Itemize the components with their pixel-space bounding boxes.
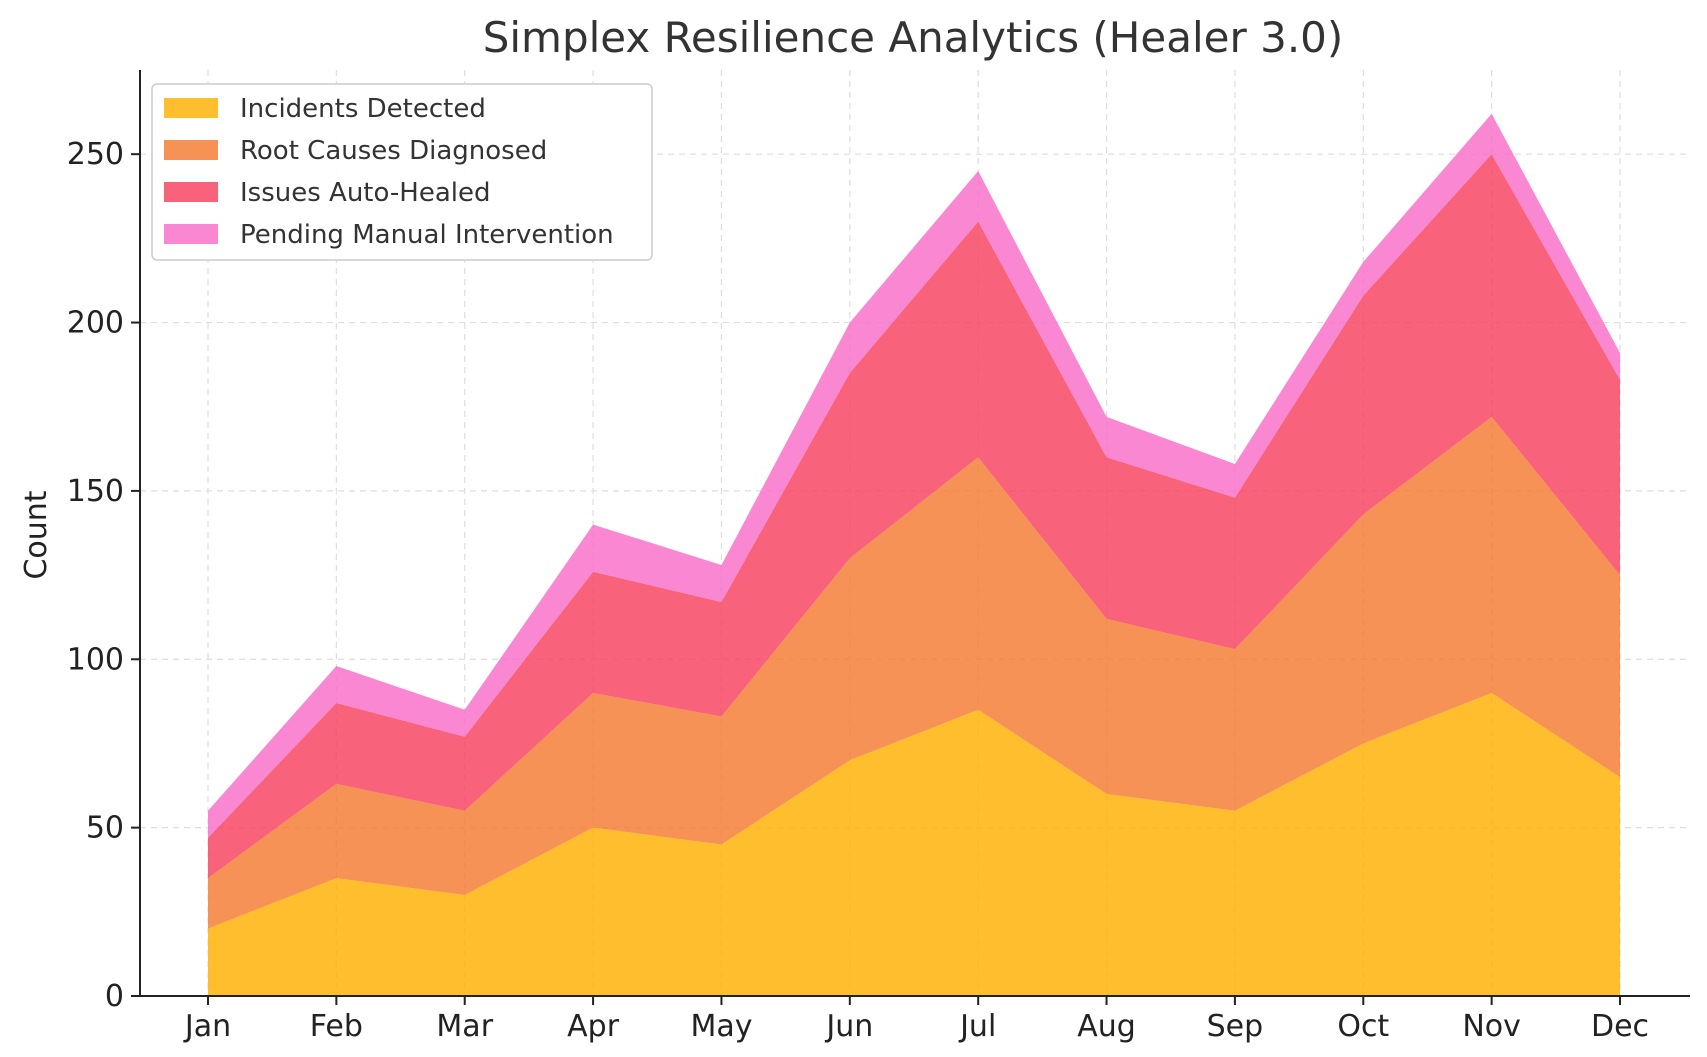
x-tick-label-aug: Aug xyxy=(1077,1009,1136,1044)
legend-label-issues-auto-healed: Issues Auto-Healed xyxy=(240,178,490,208)
area-pending-manual-intervention xyxy=(208,113,1620,838)
x-tick-label-may: May xyxy=(690,1009,752,1044)
y-tick-label-50: 50 xyxy=(86,811,124,846)
y-axis-ticks: 0 50 100 150 200 250 xyxy=(67,137,140,1014)
x-tick-label-jan: Jan xyxy=(183,1009,231,1044)
x-tick-label-mar: Mar xyxy=(436,1009,493,1044)
area-incidents-detected xyxy=(208,692,1620,996)
y-tick-label-0: 0 xyxy=(105,979,124,1014)
y-tick-label-250: 250 xyxy=(67,137,124,172)
y-tick-label-150: 150 xyxy=(67,474,124,509)
legend-label-pending-manual-intervention: Pending Manual Intervention xyxy=(240,220,614,250)
area-issues-auto-healed xyxy=(208,154,1620,879)
axes xyxy=(139,70,1690,997)
x-axis-ticks: Jan Feb Mar Apr May Jun Jul Aug Sep Oct Nov Dec xyxy=(183,996,1649,1044)
x-tick-label-jun: Jun xyxy=(824,1009,873,1044)
legend-swatch-incidents-detected xyxy=(164,98,218,118)
x-tick-label-nov: Nov xyxy=(1462,1009,1521,1044)
area-root-causes-diagnosed xyxy=(208,416,1620,929)
x-tick-label-jul: Jul xyxy=(958,1009,996,1044)
x-tick-label-oct: Oct xyxy=(1337,1009,1389,1044)
legend-box xyxy=(151,83,653,261)
x-tick-label-sep: Sep xyxy=(1207,1009,1264,1044)
legend-swatch-pending-manual-intervention xyxy=(164,224,218,244)
legend: Incidents Detected Root Causes Diagnosed I… xyxy=(151,83,653,261)
legend-label-incidents-detected: Incidents Detected xyxy=(240,94,486,124)
y-tick-label-100: 100 xyxy=(67,642,124,677)
chart-title: Simplex Resilience Analytics (Healer 3.0… xyxy=(483,13,1344,62)
y-tick-label-200: 200 xyxy=(67,306,124,341)
y-axis-label: Count xyxy=(19,490,54,579)
legend-swatch-issues-auto-healed xyxy=(164,182,218,202)
legend-label-root-causes-diagnosed: Root Causes Diagnosed xyxy=(240,136,547,166)
x-tick-label-feb: Feb xyxy=(310,1009,363,1044)
x-tick-label-dec: Dec xyxy=(1591,1009,1649,1044)
x-tick-label-apr: Apr xyxy=(567,1009,620,1044)
area-series-group xyxy=(208,113,1620,996)
legend-swatch-root-causes-diagnosed xyxy=(164,140,218,160)
